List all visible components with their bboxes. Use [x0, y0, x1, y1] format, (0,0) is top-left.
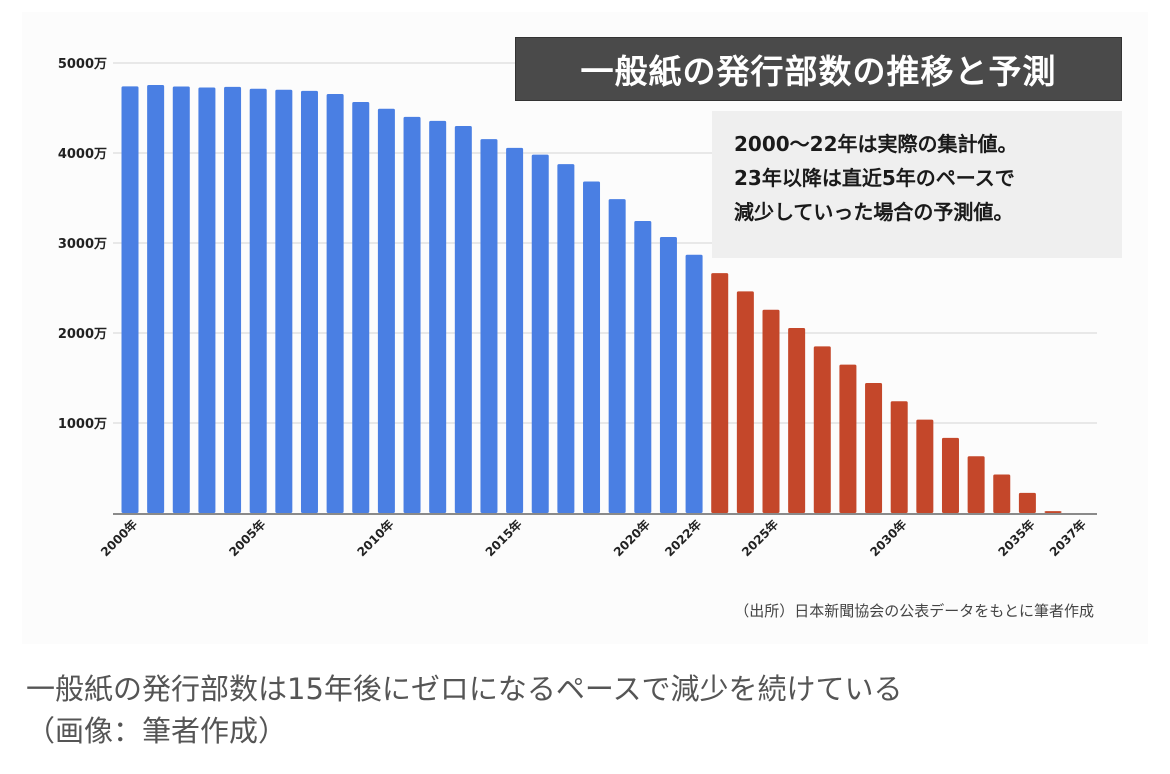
x-tick-label: 2025年 [738, 517, 781, 560]
bar-2030 [890, 401, 908, 513]
bar-2023 [711, 273, 729, 513]
bar-2001 [147, 84, 165, 514]
bar-chart: 1000万 2000万 3000万 4000万 5000万 2000年 2005年 2010… [58, 57, 1097, 560]
image-caption: 一般紙の発行部数は15年後にゼロになるペースで減少を続けている （画像：筆者作成… [26, 668, 902, 752]
x-tick-label: 2000年 [97, 517, 140, 560]
bar-2016 [531, 154, 549, 513]
x-tick-label: 2035年 [995, 517, 1038, 560]
x-tick-label: 2022年 [661, 517, 704, 560]
bar-2033 [967, 456, 985, 513]
x-tick-label: 2020年 [610, 517, 653, 560]
note-line: 23年以降は直近5年のペースで [734, 166, 1015, 190]
source-credit: （出所）日本新聞協会の公表データをもとに筆者作成 [734, 602, 1094, 620]
bar-2000 [121, 86, 139, 514]
note-line: 減少していった場合の予測値。 [734, 200, 1014, 224]
bar-2005 [249, 88, 267, 514]
bar-2027 [813, 346, 831, 513]
bar-2012 [429, 120, 447, 514]
caption-text: 一般紙の発行部数は15年後にゼロになるペースで減少を続けている [26, 672, 903, 706]
annotation-note: 2000〜22年は実際の集計値。 23年以降は直近5年のペースで 減少していった… [712, 111, 1122, 258]
bar-2026 [788, 328, 806, 513]
bar-2020 [634, 220, 652, 513]
chart-title: 一般紙の発行部数の推移と予測 [515, 37, 1122, 101]
x-tick-label: 2015年 [482, 517, 525, 560]
bar-2017 [557, 164, 575, 513]
bar-2019 [608, 199, 626, 513]
caption-credit: （画像：筆者作成） [26, 714, 288, 748]
y-axis-ticks: 1000万 2000万 3000万 4000万 5000万 [58, 57, 107, 432]
bar-2007 [300, 90, 318, 514]
bars [121, 84, 1062, 514]
bar-2015 [506, 147, 524, 513]
x-tick-label: 2030年 [867, 517, 910, 560]
bar-2014 [480, 139, 498, 513]
bar-2009 [352, 101, 370, 513]
bar-2003 [198, 87, 216, 513]
bar-2021 [659, 237, 677, 513]
note-line: 2000〜22年は実際の集計値。 [734, 132, 1018, 156]
bar-2029 [865, 382, 883, 513]
bar-2028 [839, 364, 857, 513]
y-tick-label: 4000万 [58, 147, 107, 162]
bar-2004 [224, 86, 242, 513]
bar-2035 [1018, 492, 1036, 513]
bar-2034 [993, 474, 1011, 513]
bar-2032 [941, 437, 959, 513]
x-tick-label: 2037年 [1046, 517, 1089, 560]
bar-2011 [403, 116, 421, 513]
x-tick-label: 2010年 [354, 517, 397, 560]
bar-2036 [1044, 511, 1062, 513]
y-tick-label: 1000万 [58, 417, 107, 432]
bar-2013 [454, 126, 472, 513]
bar-2010 [377, 108, 395, 513]
bar-2002 [172, 86, 190, 514]
bar-2022 [685, 254, 703, 514]
bar-2008 [326, 93, 344, 514]
bar-2018 [583, 181, 601, 513]
y-tick-label: 3000万 [58, 237, 107, 252]
x-tick-label: 2005年 [226, 517, 269, 560]
y-tick-label: 2000万 [58, 327, 107, 342]
chart-figure: 1000万 2000万 3000万 4000万 5000万 2000年 2005年 2010… [22, 12, 1148, 644]
bar-2006 [275, 89, 293, 513]
bar-2025 [762, 309, 780, 513]
bar-2024 [736, 291, 754, 513]
x-axis-ticks: 2000年 2005年 2010年 2015年 2020年 2022年 2025年 2030年… [97, 517, 1088, 560]
bar-2031 [916, 419, 934, 513]
y-tick-label: 5000万 [58, 57, 107, 72]
